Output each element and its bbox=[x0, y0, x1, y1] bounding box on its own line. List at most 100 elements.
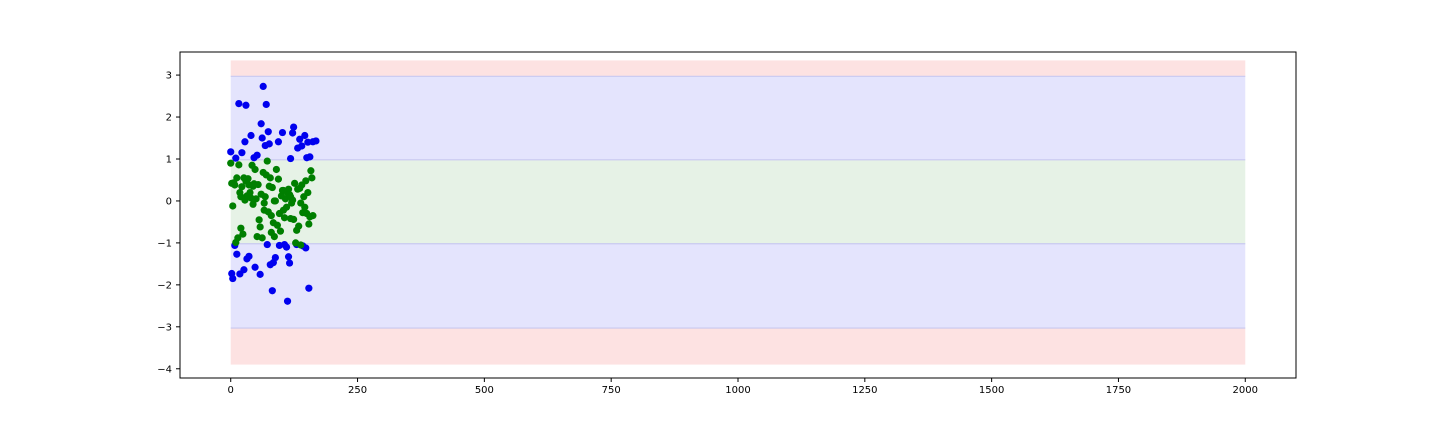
point-s0-16 bbox=[256, 270, 264, 278]
point-s1-29 bbox=[256, 223, 264, 231]
x-tick-label-0: 0 bbox=[228, 385, 234, 396]
band-4 bbox=[230, 159, 1246, 244]
point-s0-38 bbox=[289, 129, 297, 137]
point-s1-88 bbox=[279, 186, 288, 195]
point-s1-12 bbox=[239, 230, 247, 238]
point-s1-86 bbox=[286, 193, 295, 201]
point-s0-31 bbox=[278, 128, 287, 137]
point-s0-24 bbox=[265, 140, 273, 148]
point-s0-22 bbox=[263, 240, 271, 249]
x-tick-label-3: 750 bbox=[602, 385, 621, 396]
point-s0-28 bbox=[271, 253, 279, 262]
point-s1-83 bbox=[249, 182, 257, 190]
band-1 bbox=[230, 328, 1246, 365]
point-s1-36 bbox=[263, 157, 271, 165]
point-s1-49 bbox=[276, 227, 285, 235]
point-s1-77 bbox=[305, 220, 313, 228]
point-s1-31 bbox=[258, 234, 266, 242]
x-axis: 0 250 500 750 1000 1250 1500 1750 2000 bbox=[228, 378, 1258, 396]
point-s1-4 bbox=[231, 181, 239, 189]
point-s1-25 bbox=[252, 195, 260, 203]
point-s0-12 bbox=[245, 252, 253, 260]
point-s0-0 bbox=[227, 148, 235, 156]
point-s1-79 bbox=[307, 167, 315, 175]
y-axis: −4 −3 −2 −1 0 1 2 3 bbox=[157, 71, 180, 375]
y-tick-label-1: −3 bbox=[157, 322, 172, 333]
point-s0-41 bbox=[296, 135, 304, 143]
y-tick-label-6: 2 bbox=[166, 113, 172, 124]
point-s1-40 bbox=[267, 212, 275, 220]
point-s1-46 bbox=[273, 221, 281, 229]
x-tick-label-2: 500 bbox=[475, 385, 494, 396]
point-s0-35 bbox=[284, 253, 293, 261]
x-tick-label-6: 1500 bbox=[979, 385, 1004, 396]
point-s1-62 bbox=[290, 215, 298, 224]
point-s1-63 bbox=[291, 179, 299, 187]
point-s1-53 bbox=[280, 214, 289, 222]
y-tick-label-2: −2 bbox=[157, 280, 172, 291]
point-s0-51 bbox=[240, 266, 248, 274]
point-s1-22 bbox=[249, 200, 257, 208]
point-s0-54 bbox=[312, 137, 320, 145]
point-s1-74 bbox=[302, 177, 310, 185]
y-tick-label-7: 3 bbox=[166, 71, 172, 82]
point-s0-8 bbox=[238, 149, 246, 157]
point-s1-28 bbox=[255, 216, 263, 224]
band-edge-layer bbox=[230, 75, 1246, 329]
point-s0-29 bbox=[274, 138, 283, 146]
x-tick-label-7: 1750 bbox=[1106, 385, 1131, 396]
point-s0-44 bbox=[301, 131, 309, 140]
point-s0-37 bbox=[286, 154, 295, 163]
point-s0-5 bbox=[233, 250, 241, 258]
point-s0-34 bbox=[283, 297, 292, 305]
point-s1-39 bbox=[266, 174, 274, 182]
point-s1-2 bbox=[229, 202, 237, 210]
point-s1-10 bbox=[237, 224, 245, 232]
point-s0-52 bbox=[251, 263, 259, 271]
point-s0-6 bbox=[235, 100, 243, 108]
point-s1-80 bbox=[308, 174, 316, 182]
point-s0-15 bbox=[253, 151, 261, 159]
point-s0-4 bbox=[232, 154, 240, 162]
point-s1-41 bbox=[268, 183, 276, 192]
x-tick-label-1: 250 bbox=[348, 385, 367, 396]
x-tick-label-5: 1250 bbox=[852, 385, 877, 396]
point-s1-55 bbox=[282, 203, 291, 211]
y-tick-label-3: −1 bbox=[157, 238, 172, 249]
point-s1-85 bbox=[267, 228, 275, 237]
band-0 bbox=[230, 60, 1246, 77]
point-s1-82 bbox=[237, 193, 245, 201]
point-s0-9 bbox=[241, 138, 249, 146]
point-s1-84 bbox=[260, 199, 268, 207]
point-s1-0 bbox=[227, 159, 235, 167]
point-s1-67 bbox=[295, 222, 303, 230]
point-s1-81 bbox=[309, 212, 317, 220]
point-s1-11 bbox=[238, 183, 246, 191]
band-3 bbox=[230, 243, 1246, 329]
y-tick-label-0: −4 bbox=[157, 364, 172, 375]
point-s1-8 bbox=[235, 161, 243, 169]
point-s1-47 bbox=[274, 175, 283, 183]
point-s1-87 bbox=[297, 241, 305, 249]
point-s1-76 bbox=[304, 188, 312, 197]
point-s1-7 bbox=[234, 234, 242, 242]
y-tick-label-4: 0 bbox=[166, 196, 172, 207]
point-s0-48 bbox=[305, 284, 313, 292]
x-tick-label-8: 2000 bbox=[1233, 385, 1258, 396]
band-layer bbox=[230, 60, 1246, 365]
point-s0-21 bbox=[262, 100, 270, 109]
point-s1-17 bbox=[244, 175, 252, 183]
point-s0-17 bbox=[257, 120, 265, 128]
point-s0-26 bbox=[268, 287, 276, 295]
point-s1-73 bbox=[301, 203, 309, 211]
point-s0-2 bbox=[229, 274, 237, 283]
x-tick-label-4: 1000 bbox=[725, 385, 750, 396]
point-s0-49 bbox=[306, 153, 314, 161]
point-s1-89 bbox=[270, 197, 278, 205]
point-s1-19 bbox=[246, 188, 254, 197]
y-tick-label-5: 1 bbox=[166, 154, 172, 165]
point-s1-34 bbox=[261, 193, 269, 201]
point-s0-13 bbox=[247, 131, 255, 140]
point-s1-6 bbox=[233, 174, 241, 182]
